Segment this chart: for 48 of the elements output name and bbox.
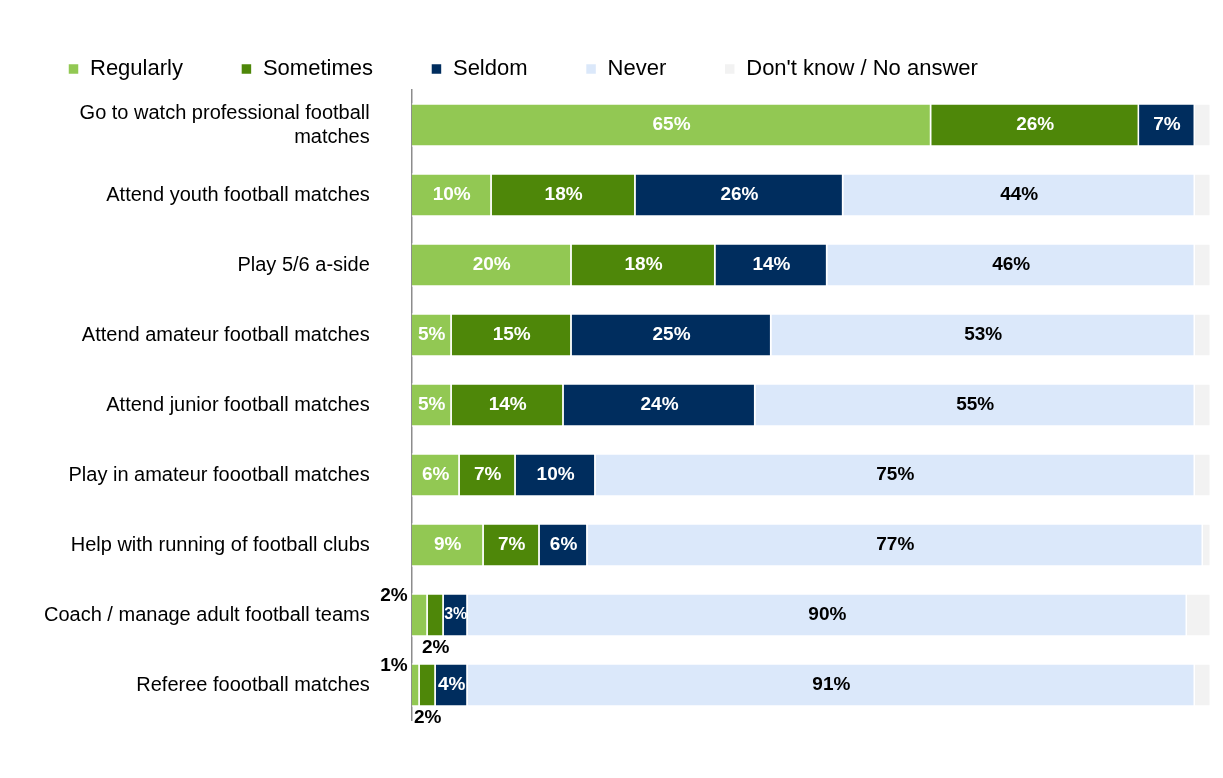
y-tick-label: Attend amateur football matches bbox=[81, 322, 370, 345]
legend-label: Don't know / No answer bbox=[746, 55, 978, 81]
data-label: 6% bbox=[422, 463, 450, 485]
data-label: 20% bbox=[472, 253, 511, 275]
legend-label: Seldom bbox=[452, 55, 528, 81]
data-label: 44% bbox=[1000, 183, 1039, 205]
data-label: 25% bbox=[652, 323, 691, 345]
data-label: 6% bbox=[549, 533, 578, 555]
data-label: 10% bbox=[536, 463, 575, 485]
data-label: 7% bbox=[473, 463, 502, 485]
data-label: 91% bbox=[812, 673, 851, 695]
data-label: 9% bbox=[433, 533, 462, 555]
y-tick-label: Referee foootball matches bbox=[136, 672, 370, 695]
data-label: 18% bbox=[544, 183, 583, 205]
data-label: 53% bbox=[964, 323, 1003, 345]
data-label: 2% bbox=[380, 583, 408, 605]
data-label: 4% bbox=[437, 673, 466, 695]
y-tick-label: Attend youth football matches bbox=[106, 182, 370, 205]
data-label: 65% bbox=[652, 113, 691, 135]
y-tick-label: Help with running of football clubs bbox=[70, 532, 370, 555]
data-label: 75% bbox=[876, 463, 915, 485]
y-tick-label: Play in amateur foootball matches bbox=[68, 462, 370, 485]
data-label: 15% bbox=[492, 323, 531, 345]
data-label: 90% bbox=[808, 603, 847, 625]
data-label: 7% bbox=[1153, 113, 1181, 135]
legend-label: Regularly bbox=[90, 55, 183, 81]
data-label: 1% bbox=[380, 653, 408, 675]
data-label: 10% bbox=[432, 183, 471, 205]
y-tick-label: Coach / manage adult football teams bbox=[43, 602, 370, 625]
data-label: 2% bbox=[414, 705, 442, 727]
legend-label: Sometimes bbox=[262, 55, 373, 81]
y-tick-label: Play 5/6 a-side bbox=[237, 252, 370, 275]
y-tick-label: Go to watch professional football matches bbox=[79, 100, 370, 147]
legend-label: Never bbox=[607, 55, 667, 81]
y-tick-label: Attend junior football matches bbox=[106, 392, 370, 415]
data-label: 26% bbox=[720, 183, 759, 205]
data-label: 5% bbox=[418, 323, 446, 345]
data-label: 26% bbox=[1016, 113, 1055, 135]
data-label: 77% bbox=[876, 533, 915, 555]
data-label: 5% bbox=[418, 393, 446, 415]
data-label: 24% bbox=[640, 393, 679, 415]
data-label: 55% bbox=[956, 393, 995, 415]
data-label: 7% bbox=[497, 533, 526, 555]
data-label: 14% bbox=[752, 253, 791, 275]
data-label: 2% bbox=[422, 635, 450, 657]
data-label: 46% bbox=[992, 253, 1031, 275]
data-label: 14% bbox=[488, 393, 527, 415]
data-label: 18% bbox=[624, 253, 663, 275]
